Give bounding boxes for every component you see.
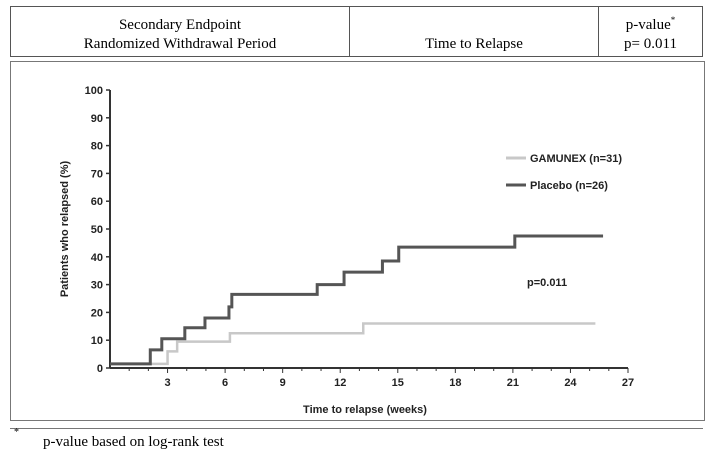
x-tick-label: 18 xyxy=(449,377,461,389)
y-tick-label: 40 xyxy=(91,252,103,264)
x-tick-label: 3 xyxy=(164,377,170,389)
y-tick-label: 10 xyxy=(91,335,103,347)
y-tick-label: 30 xyxy=(91,280,103,292)
x-tick-label: 24 xyxy=(564,377,577,389)
series-line-gamunex xyxy=(110,322,596,366)
pvalue-cell: p-value* p= 0.011 xyxy=(598,6,703,57)
x-tick-label: 27 xyxy=(622,377,634,389)
x-tick-label: 15 xyxy=(392,377,404,389)
x-axis-label: Time to relapse (weeks) xyxy=(303,404,427,416)
legend-label: Placebo (n=26) xyxy=(530,180,608,192)
series-line-placebo xyxy=(110,234,604,366)
pvalue-annotation: p=0.011 xyxy=(527,277,567,289)
pvalue-label: p-value xyxy=(625,17,671,33)
legend-label: GAMUNEX (n=31) xyxy=(530,153,622,165)
x-tick-label: 12 xyxy=(334,377,346,389)
footnote-marker: * xyxy=(14,427,19,438)
y-tick-label: 0 xyxy=(97,363,103,375)
x-tick-label: 6 xyxy=(222,377,228,389)
y-tick-label: 100 xyxy=(85,85,103,97)
footnote: * p-value based on log-rank test xyxy=(10,427,703,450)
y-axis-label: Patients who relapsed (%) xyxy=(59,161,71,298)
endpoint-title: Secondary Endpoint xyxy=(118,17,242,33)
pvalue: p= 0.011 xyxy=(624,36,677,52)
footnote-text: p-value based on log-rank test xyxy=(43,434,224,450)
y-tick-label: 90 xyxy=(91,113,103,125)
x-tick-label: 21 xyxy=(507,377,519,389)
chart-frame xyxy=(10,61,705,421)
kaplan-meier-chart: 0 10 20 30 40 50 60 70 80 90 100 3 6 9 12 15 18 21 24 27 Tim… xyxy=(59,85,634,416)
endpoint-table: Secondary Endpoint Randomized Withdrawal … xyxy=(10,6,703,57)
measure-cell: Time to Relapse xyxy=(349,6,599,57)
footnote-marker: * xyxy=(670,15,676,25)
endpoint-cell: Secondary Endpoint Randomized Withdrawal … xyxy=(10,6,350,57)
x-tick-label: 9 xyxy=(280,377,286,389)
y-tick-label: 70 xyxy=(91,168,103,180)
endpoint-period: Randomized Withdrawal Period xyxy=(83,36,277,52)
y-tick-label: 20 xyxy=(91,307,103,319)
y-tick-label: 80 xyxy=(91,141,103,153)
y-tick-label: 60 xyxy=(91,196,103,208)
y-tick-label: 50 xyxy=(91,224,103,236)
